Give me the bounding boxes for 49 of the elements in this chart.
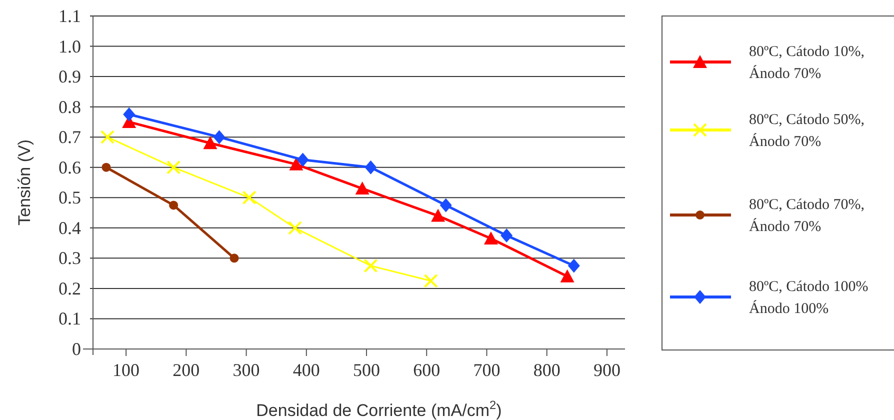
y-tick-label: 1.0 (58, 36, 81, 56)
x-tick-label: 500 (353, 360, 380, 380)
legend-label: 80ºC, Cátodo 10%, Ánodo 70% (749, 44, 864, 82)
point (289, 157, 304, 170)
y-tick-label: 1.1 (58, 6, 81, 26)
x-tick-label: 800 (533, 360, 560, 380)
point (102, 162, 111, 172)
point (296, 152, 309, 167)
x-tick-label: 300 (232, 360, 260, 380)
point (100, 130, 114, 144)
y-tick-label: 0.8 (58, 96, 81, 117)
point (440, 198, 452, 212)
point (364, 160, 377, 174)
point (213, 130, 226, 144)
y-tick-label: 0.7 (58, 127, 81, 148)
point (242, 190, 256, 205)
point (364, 258, 378, 273)
y-tick-label: 0.2 (58, 278, 81, 298)
y-tick-label: 0.1 (58, 308, 81, 329)
point (424, 274, 438, 288)
y-tick-label: 0.5 (58, 188, 81, 208)
x-tick-label: 200 (172, 360, 200, 380)
point (568, 258, 580, 273)
x-tick-label: 700 (473, 360, 500, 380)
x-tick-label: 600 (413, 360, 440, 380)
x-axis-title: Densidad de Corriente (mA/cm$^{2}$) (256, 398, 502, 420)
legend-label: 80ºC, Cátodo 100% Ánodo 100% (749, 279, 868, 317)
x-tick-label: 100 (112, 360, 140, 380)
point (166, 160, 181, 174)
point (169, 200, 178, 210)
point (484, 232, 498, 245)
point (230, 254, 239, 263)
point (123, 107, 136, 122)
point (500, 228, 513, 242)
y-tick-label: 0 (72, 339, 81, 359)
point (203, 136, 218, 150)
y-tick-label: 0.9 (58, 66, 81, 87)
x-tick-label: 900 (593, 360, 620, 380)
legend-label: 80ºC, Cátodo 50%, Ánodo 70% (749, 112, 864, 150)
y-tick-label: 0.3 (58, 248, 81, 268)
point (355, 182, 370, 195)
point (560, 269, 574, 282)
point (431, 208, 446, 222)
y-tick-label: 0.4 (58, 218, 81, 238)
x-tick-label: 400 (292, 360, 320, 380)
point (288, 220, 302, 235)
legend-label: 80ºC, Cátodo 70%, Ánodo 70% (749, 197, 864, 235)
y-tick-label: 0.6 (58, 157, 81, 178)
y-axis-title: Tensión (V) (15, 140, 34, 226)
